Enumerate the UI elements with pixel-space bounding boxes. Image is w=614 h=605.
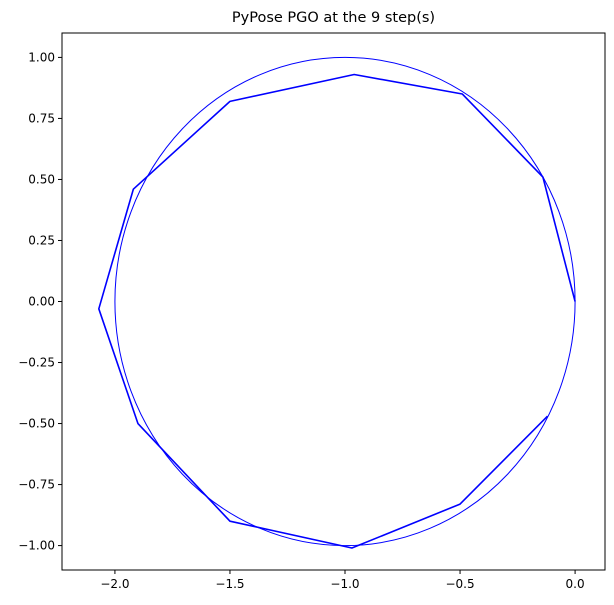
- x-tick-label: 0.0: [566, 577, 585, 591]
- reference-circle: [114, 56, 576, 547]
- x-tick-label: −1.0: [330, 577, 359, 591]
- chart-title: PyPose PGO at the 9 step(s): [232, 10, 435, 26]
- y-tick-label: −0.75: [18, 478, 55, 492]
- y-tick-label: −1.00: [18, 539, 55, 553]
- trajectory-line: [98, 73, 576, 549]
- x-tick-label: −2.0: [100, 577, 129, 591]
- x-tick-label: −0.5: [445, 577, 474, 591]
- y-tick-label: 0.25: [28, 233, 55, 247]
- y-tick-label: 0.00: [28, 295, 55, 309]
- y-tick-label: −0.25: [18, 356, 55, 370]
- y-tick-label: 0.75: [28, 111, 55, 125]
- y-tick-label: 0.50: [28, 172, 55, 186]
- plot-content: [98, 56, 576, 549]
- axes-frame: [61, 32, 606, 571]
- y-tick-label: −0.50: [18, 417, 55, 431]
- x-tick-label: −1.5: [215, 577, 244, 591]
- y-tick-label: 1.00: [28, 50, 55, 64]
- y-axis: 1.00 0.75 0.50 0.25 0.00 −0.25 −0.50 −0.75 −1.00: [18, 50, 62, 553]
- x-axis: −2.0 −1.5 −1.0 −0.5 0.0: [100, 570, 585, 591]
